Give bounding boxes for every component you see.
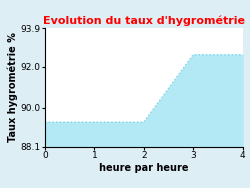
X-axis label: heure par heure: heure par heure (99, 163, 188, 173)
Y-axis label: Taux hygrométrie %: Taux hygrométrie % (8, 33, 18, 142)
Title: Evolution du taux d'hygrométrie: Evolution du taux d'hygrométrie (43, 16, 245, 26)
